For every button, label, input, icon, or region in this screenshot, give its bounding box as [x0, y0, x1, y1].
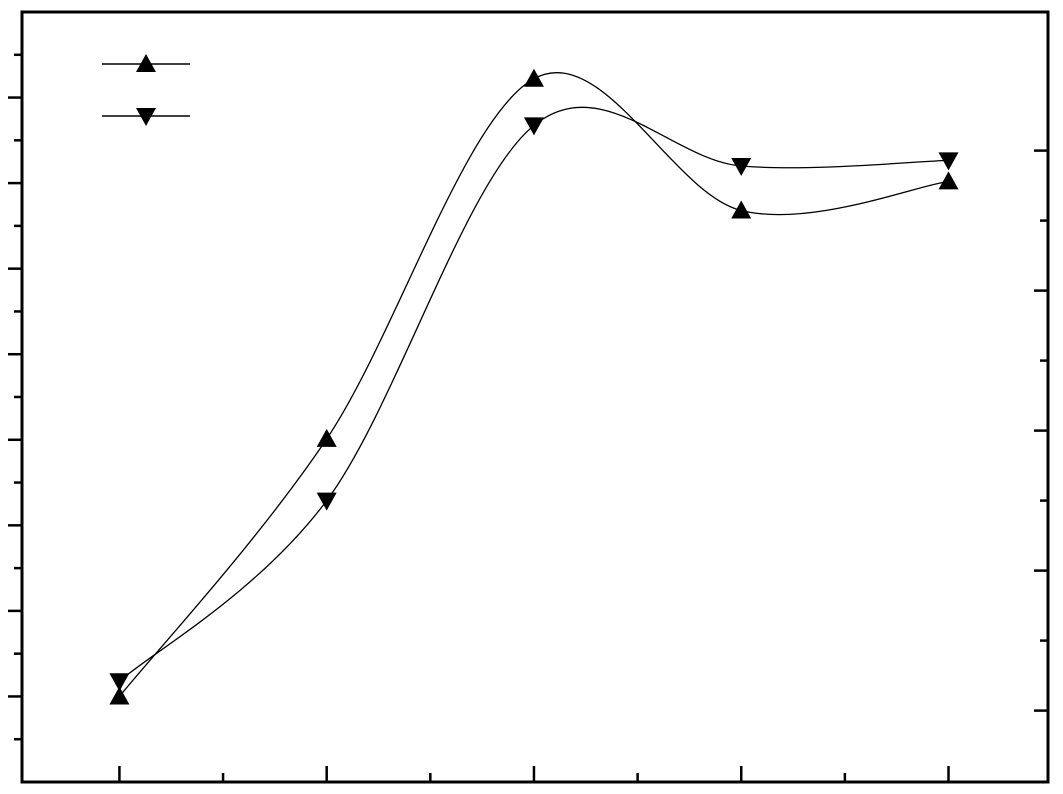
data-point — [109, 686, 130, 705]
series-line — [118, 106, 949, 682]
data-point — [731, 158, 752, 176]
data-point — [316, 492, 337, 511]
data-point — [523, 68, 544, 87]
data-point — [938, 152, 959, 171]
data-point — [109, 673, 130, 692]
data-point — [316, 428, 337, 447]
legend-marker — [136, 108, 156, 126]
data-point — [523, 117, 544, 136]
legend-marker — [136, 54, 156, 72]
series-line — [118, 72, 949, 697]
data-point — [731, 200, 752, 219]
data-point — [938, 171, 959, 190]
